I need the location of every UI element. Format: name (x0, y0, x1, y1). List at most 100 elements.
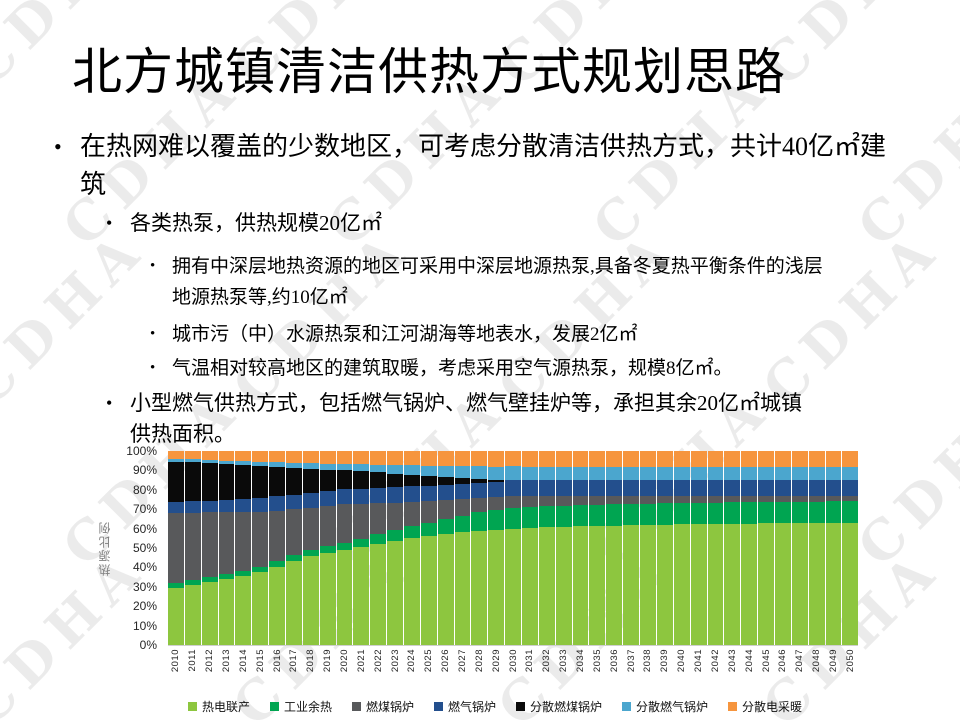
bar-segment (404, 465, 420, 475)
x-tick-cell: 2039 (657, 649, 673, 695)
bar-segment (353, 471, 370, 489)
legend-swatch (728, 702, 738, 711)
bar-segment (201, 459, 218, 464)
y-axis-title-box: 热源比例 (95, 451, 113, 645)
x-tick-cell: 2040 (674, 649, 690, 695)
bar-segment (505, 495, 522, 508)
chart-bar (370, 451, 387, 645)
bar-segment (538, 495, 555, 507)
x-tick-cell: 2049 (826, 649, 842, 695)
chart-bar (774, 451, 791, 645)
legend-item: 热电联产 (187, 698, 250, 715)
bar-segment (538, 480, 555, 496)
legend-item: 分散电采暖 (728, 698, 802, 715)
bar-segment (370, 543, 387, 645)
legend-swatch (187, 702, 197, 711)
x-tick-cell: 2041 (691, 649, 707, 695)
bar-segment (842, 480, 859, 496)
chart-bar (269, 451, 286, 645)
legend-label: 分散燃气锅炉 (636, 700, 709, 714)
bar-segment (370, 472, 387, 488)
bar-segment (555, 451, 572, 467)
bar-segment (437, 484, 454, 501)
bar-segment (353, 538, 370, 547)
chart-bar (808, 451, 825, 645)
chart-bar (505, 451, 522, 645)
x-tick-label: 2049 (827, 649, 839, 673)
bar-segment (522, 451, 538, 467)
y-tick-label: 20% (132, 599, 157, 614)
x-tick-cell: 2019 (320, 649, 336, 695)
y-tick-label: 70% (132, 502, 157, 517)
bullet-item-3: 拥有中深层地热资源的地区可采用中深层地源热泵,具备冬夏热平衡条件的浅层地源热泵等… (150, 251, 832, 313)
bar-segment (690, 495, 707, 503)
x-tick-cell: 2012 (202, 649, 218, 695)
x-tick-cell: 2021 (353, 649, 369, 695)
bar-segment (252, 466, 269, 498)
chart-bar (218, 451, 235, 645)
bar-segment (488, 481, 505, 498)
bar-segment (707, 451, 724, 467)
bar-segment (842, 522, 859, 645)
bar-segment (707, 523, 724, 645)
bar-segment (741, 502, 758, 524)
bar-segment (623, 503, 640, 526)
bar-segment (656, 480, 673, 496)
bar-segment (471, 451, 488, 467)
legend-label: 燃气锅炉 (447, 700, 496, 714)
legend-item: 分散燃煤锅炉 (516, 698, 602, 715)
bar-segment (370, 464, 387, 473)
chart-bar (387, 451, 404, 645)
bullet-item-2: 各类热泵，供热规模20亿㎡ (106, 208, 812, 239)
bar-segment (387, 473, 404, 488)
bar-segment (370, 451, 387, 465)
bar-segment (673, 451, 690, 467)
bar-segment (808, 466, 825, 481)
bar-segment (184, 462, 201, 502)
bullet-text: 在热网难以覆盖的少数地区，可考虑分散清洁供热方式，共计40亿㎡建筑 (80, 132, 887, 199)
chart-bar (488, 451, 505, 645)
bar-segment (252, 461, 269, 467)
legend-label: 分散电采暖 (742, 700, 803, 714)
bar-segment (235, 498, 252, 512)
x-tick-label: 2039 (659, 649, 671, 673)
bar-segment (471, 530, 488, 645)
bar-segment (319, 451, 336, 464)
legend-item: 燃煤锅炉 (351, 698, 414, 715)
legend-label: 工业余热 (283, 700, 332, 714)
x-tick-label: 2015 (254, 649, 266, 673)
bar-segment (286, 451, 302, 463)
bar-segment (724, 451, 741, 467)
chart-bar (791, 451, 808, 645)
bar-segment (538, 527, 555, 645)
bar-segment (319, 506, 336, 547)
x-tick-cell: 2028 (471, 649, 487, 695)
bar-segment (235, 465, 252, 499)
bar-segment (656, 451, 673, 467)
x-tick-label: 2022 (372, 649, 384, 673)
bar-segment (420, 522, 437, 537)
x-tick-cell: 2042 (708, 649, 724, 695)
bullet-text: 气温相对较高地区的建筑取暖，考虑采用空气源热泵，规模8亿㎡。 (172, 358, 733, 379)
chart-bar (336, 451, 353, 645)
bar-segment (791, 466, 808, 481)
bar-segment (353, 464, 370, 472)
bar-segment (336, 543, 353, 550)
bar-segment (252, 511, 269, 568)
bar-segment (370, 534, 387, 544)
x-tick-cell: 2033 (556, 649, 572, 695)
bullet-item-1: 在热网难以覆盖的少数地区，可考虑分散清洁供热方式，共计40亿㎡建筑 (54, 128, 886, 204)
x-tick-label: 2010 (170, 649, 182, 673)
bar-segment (454, 515, 471, 533)
bar-segment (825, 495, 842, 502)
bar-segment (269, 566, 286, 645)
bar-segment (505, 480, 522, 496)
chart-bar (201, 451, 218, 645)
bar-segment (353, 546, 370, 645)
bar-segment (286, 560, 302, 645)
x-tick-label: 2016 (271, 649, 283, 673)
bar-segment (353, 503, 370, 539)
x-tick-label: 2041 (693, 649, 705, 673)
bar-segment (269, 561, 286, 567)
chart-bar (606, 451, 623, 645)
